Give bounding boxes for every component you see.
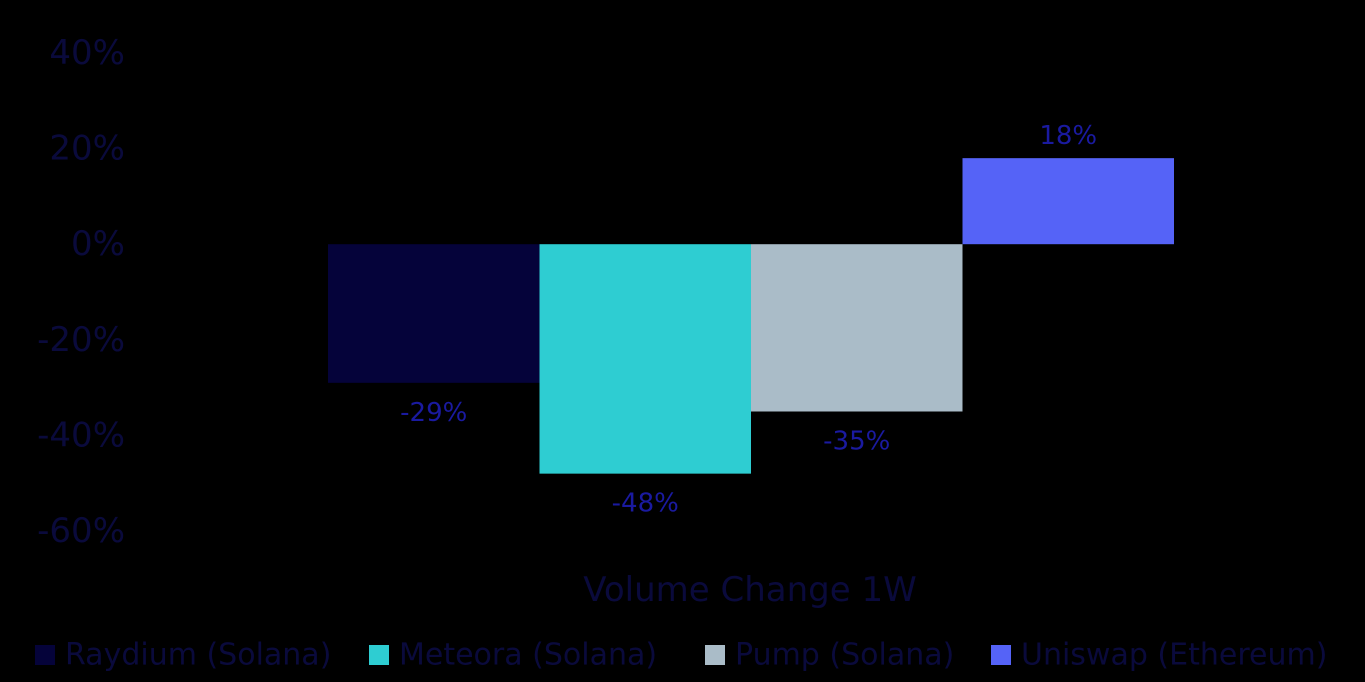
y-tick-label: -60% [37,511,125,551]
legend: Raydium (Solana) Meteora (Solana) Pump (So… [35,638,1327,673]
legend-label: Raydium (Solana) [65,638,331,673]
y-tick-label: -40% [37,415,125,455]
y-tick-label: -20% [37,320,125,360]
x-axis-title: Volume Change 1W [583,570,917,610]
legend-label: Uniswap (Ethereum) [1021,638,1327,673]
data-label: -48% [612,489,679,519]
y-tick-label: 0% [71,224,125,264]
y-axis: 40% 20% 0% -20% -40% -60% [37,33,125,551]
legend-swatch [35,645,55,665]
legend-swatch [705,645,725,665]
legend-swatch [991,645,1011,665]
y-tick-label: 40% [49,33,125,73]
bars [328,158,1174,474]
y-tick-label: 20% [49,129,125,169]
data-label: -35% [823,427,890,457]
bar [962,158,1174,245]
bar [328,244,540,383]
legend-label: Pump (Solana) [735,638,954,673]
bar [751,244,963,412]
legend-label: Meteora (Solana) [399,638,657,673]
bar [539,244,751,474]
data-label: 18% [1039,121,1097,151]
data-labels: -29% -48% -35% 18% [400,121,1097,518]
legend-swatch [369,645,389,665]
data-label: -29% [400,398,467,428]
